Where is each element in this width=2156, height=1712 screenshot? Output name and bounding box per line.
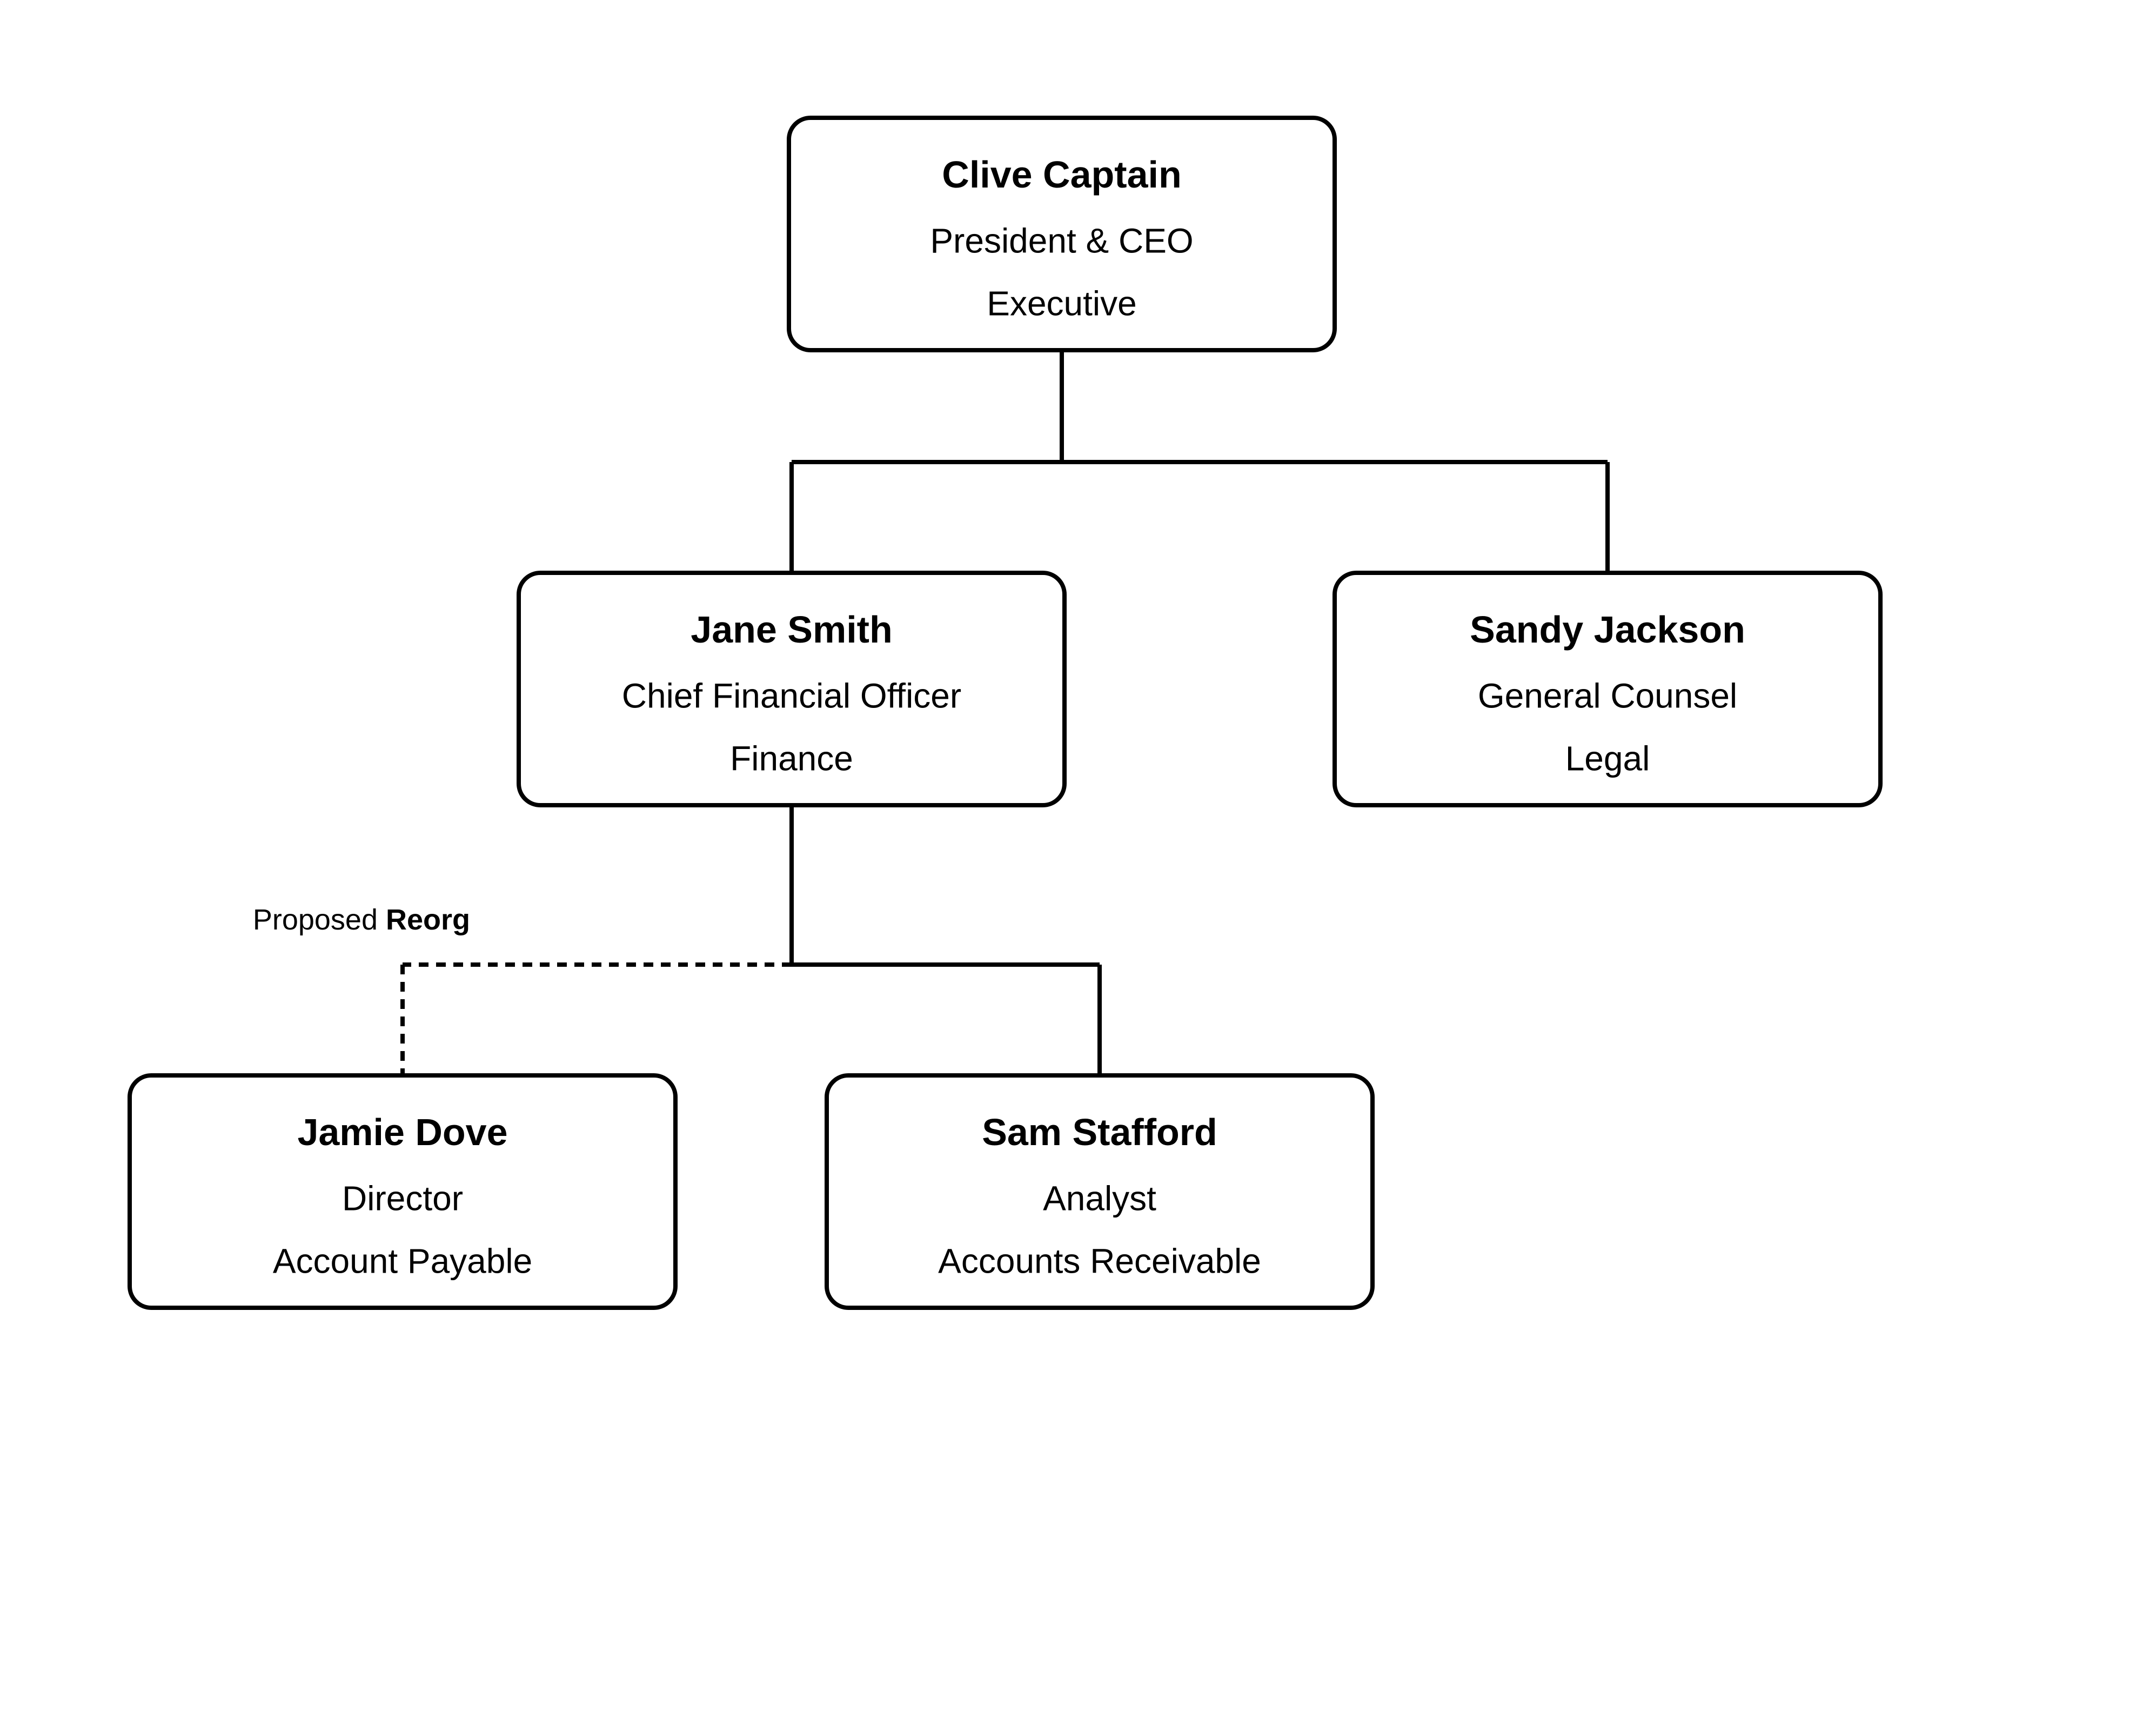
node-dept: Accounts Receivable <box>938 1242 1261 1281</box>
node-name: Clive Captain <box>942 153 1181 196</box>
org-node-gc: Sandy Jackson General Counsel Legal <box>1335 573 1880 805</box>
node-title: General Counsel <box>1478 676 1737 715</box>
node-name: Sam Stafford <box>982 1111 1217 1153</box>
org-node-jd: Jamie Dove Director Account Payable <box>130 1075 675 1308</box>
node-dept: Executive <box>987 284 1136 323</box>
node-title: Chief Financial Officer <box>622 676 961 715</box>
node-dept: Finance <box>730 739 853 778</box>
org-chart: Proposed Reorg Clive Captain President & C… <box>0 0 2156 1712</box>
node-name: Jamie Dove <box>297 1111 507 1153</box>
node-dept: Legal <box>1565 739 1650 778</box>
org-node-ceo: Clive Captain President & CEO Executive <box>789 118 1335 350</box>
node-name: Sandy Jackson <box>1470 608 1745 651</box>
node-title: President & CEO <box>930 221 1193 260</box>
edge-label-bold: Reorg <box>386 904 470 936</box>
edge-label-normal: Proposed <box>253 904 386 936</box>
node-dept: Account Payable <box>273 1242 532 1281</box>
node-title: Director <box>342 1179 463 1218</box>
org-node-cfo: Jane Smith Chief Financial Officer Finance <box>519 573 1064 805</box>
edge-label: Proposed Reorg <box>253 904 470 936</box>
node-name: Jane Smith <box>691 608 892 651</box>
node-title: Analyst <box>1043 1179 1156 1218</box>
org-node-ss: Sam Stafford Analyst Accounts Receivable <box>827 1075 1372 1308</box>
